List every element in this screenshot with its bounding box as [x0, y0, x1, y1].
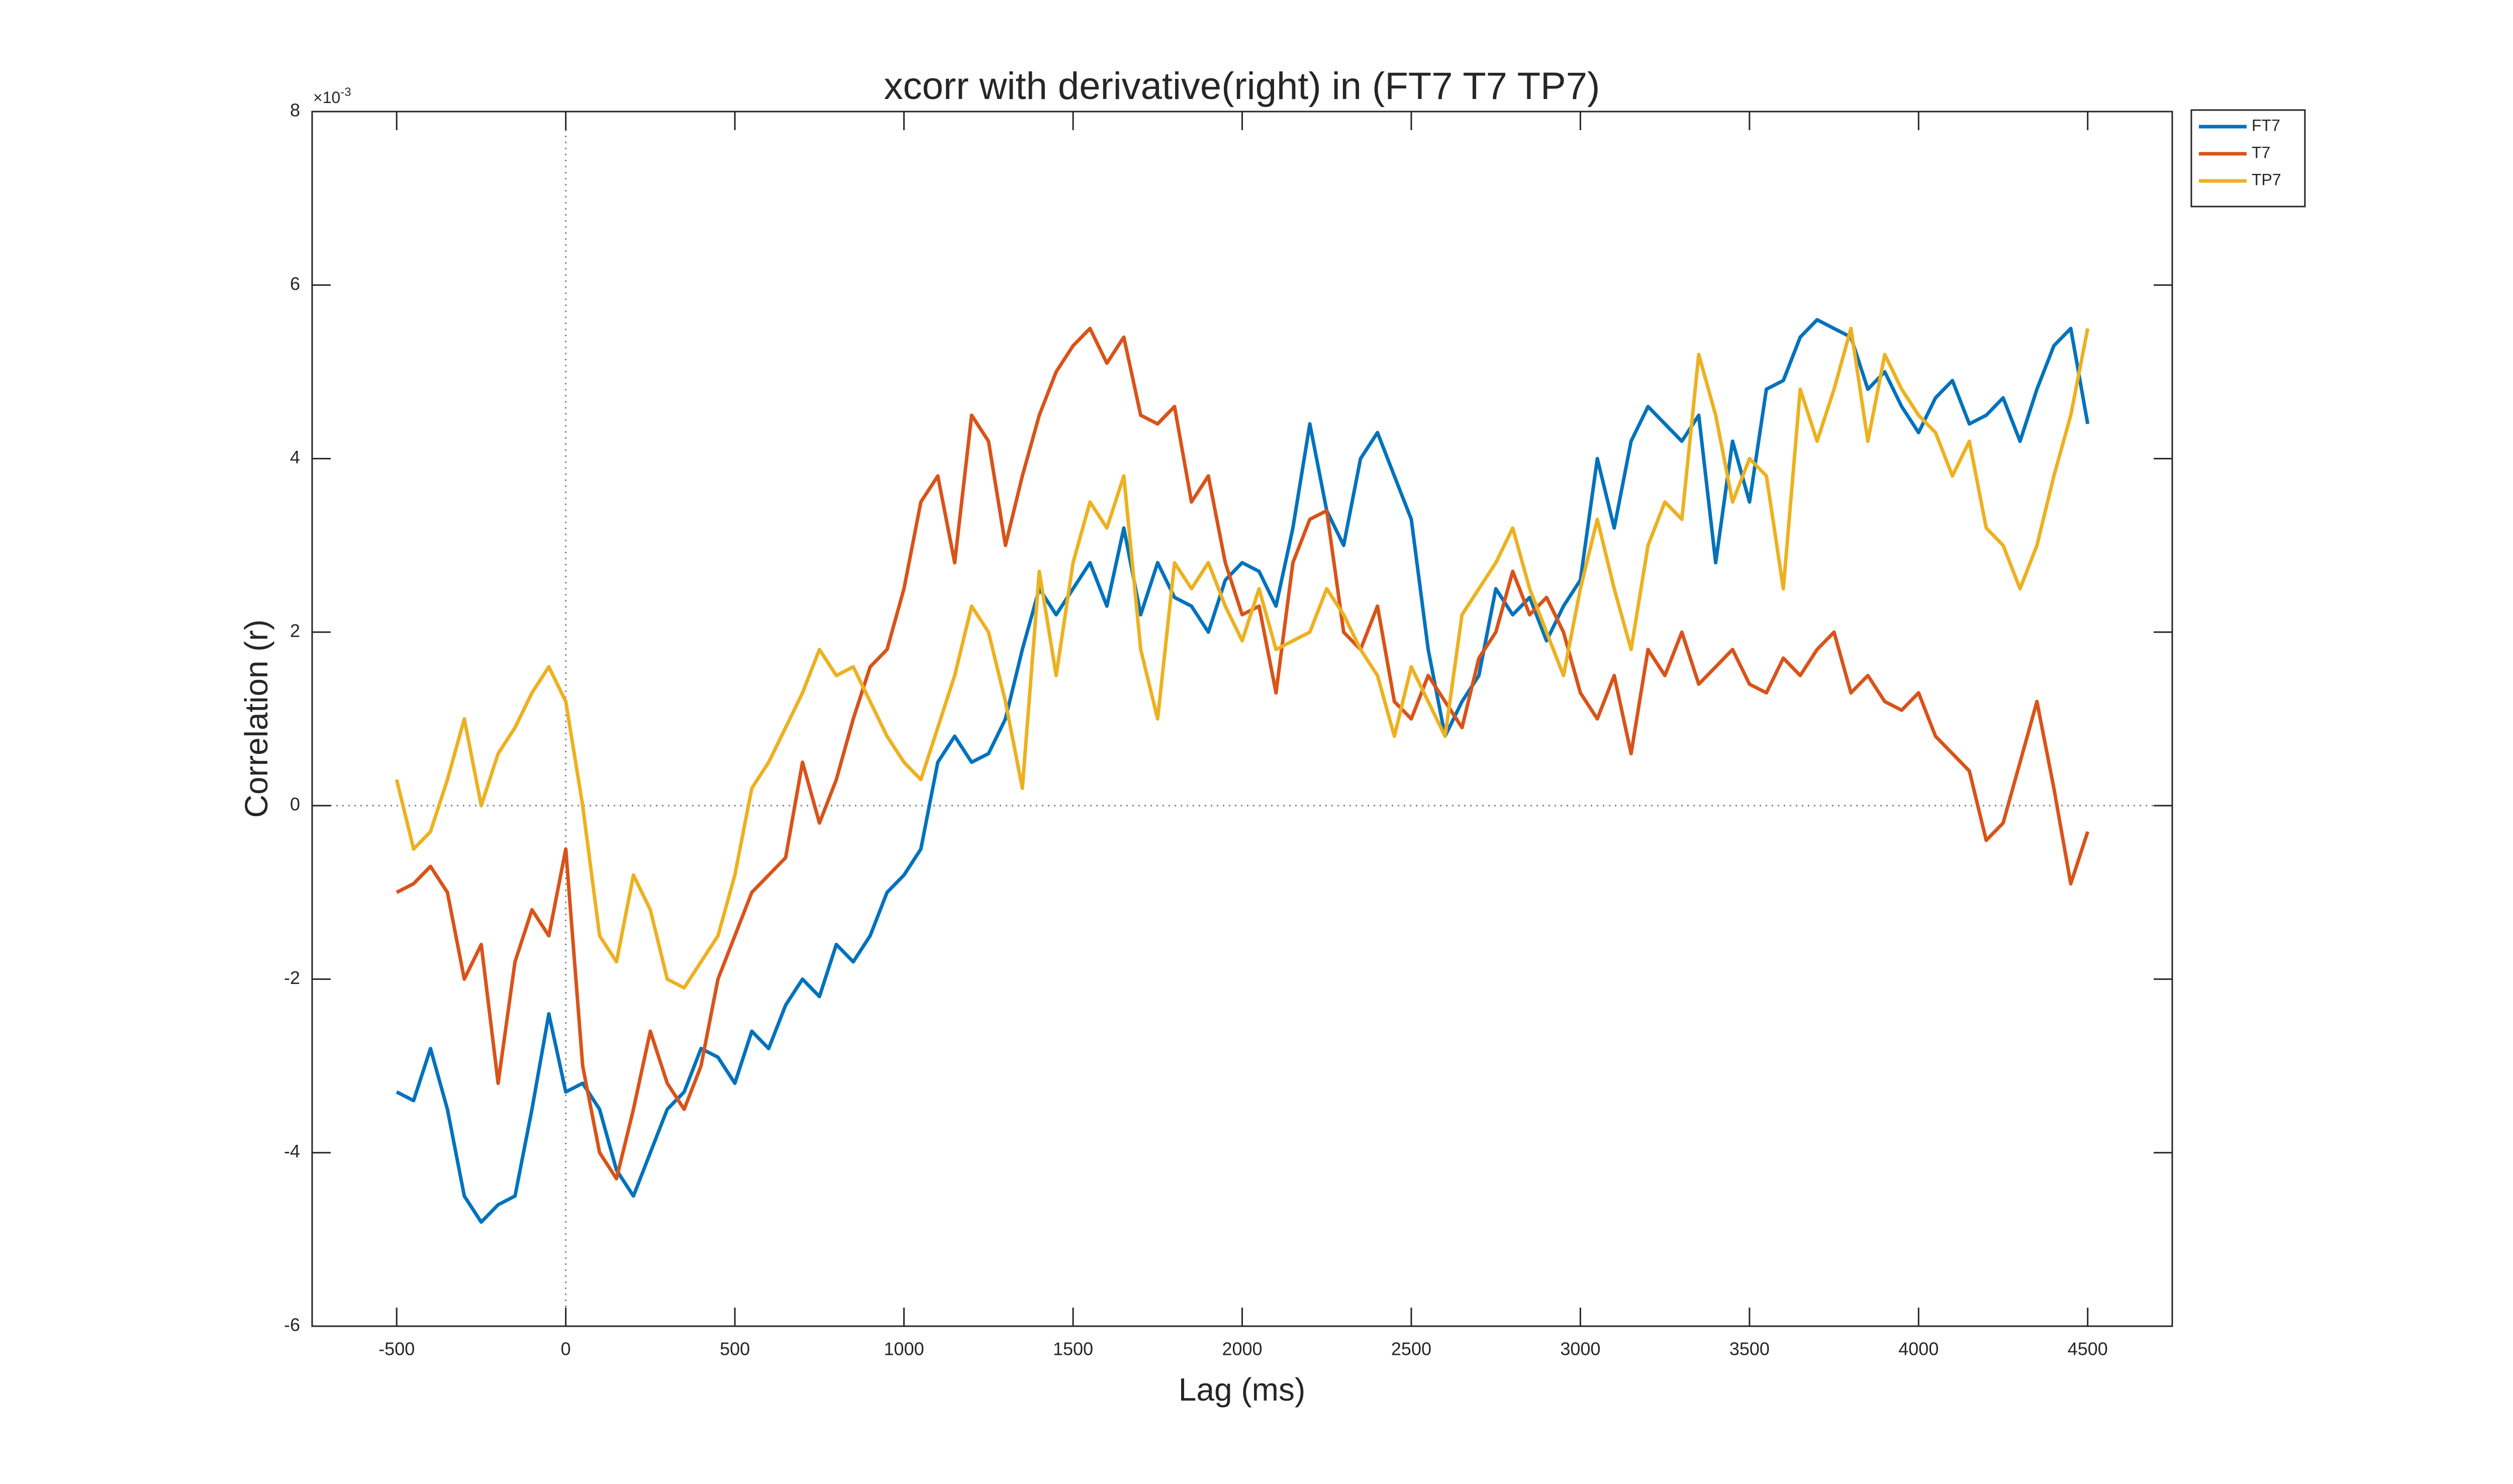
- y-tick-label: 8: [290, 100, 300, 121]
- legend-label: TP7: [2252, 170, 2281, 188]
- y-exponent: ×10-3: [313, 85, 351, 107]
- x-axis-label: Lag (ms): [1179, 1371, 1306, 1408]
- y-exponent-power: -3: [340, 85, 351, 99]
- x-tick-label: 4500: [2068, 1339, 2108, 1359]
- x-tick-label: 3000: [1560, 1339, 1600, 1359]
- legend: FT7 T7 TP7: [2190, 109, 2306, 208]
- legend-box: [2190, 109, 2306, 208]
- x-tick-label: 2000: [1222, 1339, 1262, 1359]
- y-tick-label: -2: [284, 967, 300, 988]
- y-tick-label: 6: [290, 273, 300, 294]
- legend-label: T7: [2252, 143, 2270, 161]
- x-tick-label: 1500: [1053, 1339, 1093, 1359]
- x-tick-label: 3500: [1729, 1339, 1770, 1359]
- y-axis-label: Correlation (r): [238, 620, 274, 818]
- y-tick-label: -4: [284, 1141, 300, 1161]
- x-tick-label: 500: [720, 1339, 750, 1359]
- y-tick-label: 2: [290, 620, 300, 641]
- x-tick-label: 1000: [884, 1339, 924, 1359]
- y-tick-label: -6: [284, 1315, 300, 1335]
- line-series: [396, 327, 2090, 1180]
- x-tick-label: 0: [561, 1339, 571, 1359]
- x-tick-label: 2500: [1391, 1339, 1431, 1359]
- chart-title: xcorr with derivative(right) in (FT7 T7 …: [884, 65, 1600, 108]
- y-exponent-base: ×10: [313, 88, 340, 107]
- y-tick-label: 4: [290, 447, 300, 467]
- y-tick-label: 0: [290, 794, 300, 815]
- x-tick-label: 4000: [1898, 1339, 1939, 1359]
- plot-area: -500 0 500 1000 1500 2000 2500 3000 3500 4000 4500…: [284, 100, 2173, 1359]
- legend-label: FT7: [2252, 116, 2280, 134]
- line-series: [395, 327, 2090, 990]
- x-tick-label: -500: [378, 1339, 415, 1359]
